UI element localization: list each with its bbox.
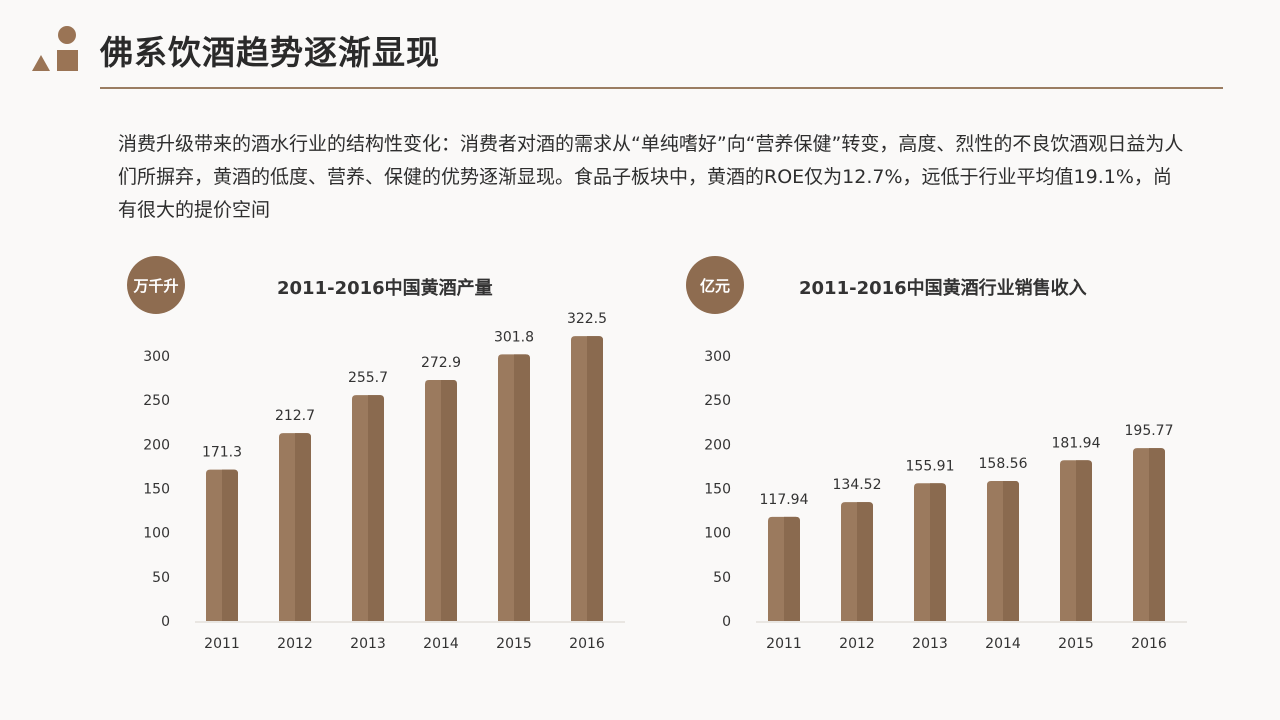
y-tick-label: 150 [143,482,170,498]
x-tick-label: 2015 [496,636,532,652]
data-label: 181.94 [1052,435,1101,451]
bar [841,502,873,621]
bar [498,354,530,621]
data-label: 117.94 [760,492,809,508]
body-paragraph: 消费升级带来的酒水行业的结构性变化：消费者对酒的需求从“单纯嗜好”向“营养保健”… [118,133,1184,221]
logo-icon [32,26,78,71]
bar [279,433,311,621]
y-tick-label: 250 [704,393,731,409]
data-label: 301.8 [494,329,534,345]
x-tick-label: 2013 [912,636,948,652]
bar [1060,460,1092,621]
data-label: 195.77 [1125,423,1174,439]
x-tick-label: 2012 [277,636,313,652]
x-tick-label: 2014 [423,636,459,652]
bar-shade [784,516,800,621]
data-label: 158.56 [979,456,1028,472]
data-label: 155.91 [906,458,955,474]
x-tick-label: 2016 [569,636,605,652]
y-tick-label: 250 [143,393,170,409]
data-label: 272.9 [421,355,461,371]
bar [352,395,384,621]
page-title: 佛系饮酒趋势逐渐显现 [100,33,440,72]
y-tick-label: 300 [143,349,170,365]
bar-shade [1003,480,1019,621]
y-tick-label: 0 [161,614,170,630]
unit-badge-revenue: 亿元 [686,256,744,314]
y-tick-label: 100 [143,526,170,542]
bar-shade [222,469,238,621]
bar [987,480,1019,621]
y-tick-label: 0 [722,614,731,630]
x-tick-label: 2016 [1131,636,1167,652]
x-tick-label: 2015 [1058,636,1094,652]
data-label: 171.3 [202,445,242,461]
unit-badge-production: 万千升 [127,256,185,314]
title-divider [100,87,1223,89]
bar [571,336,603,621]
bar [768,516,800,621]
chart-title-production: 2011-2016中国黄酒产量 [277,278,493,299]
y-tick-label: 150 [704,482,731,498]
y-tick-label: 200 [143,437,170,453]
data-label: 322.5 [567,311,607,327]
bar [425,379,457,621]
bar-shade [514,354,530,621]
chart-title-revenue: 2011-2016中国黄酒行业销售收入 [799,278,1087,299]
data-label: 134.52 [833,477,882,493]
y-tick-label: 50 [713,570,731,586]
bar-shade [1076,460,1092,621]
y-tick-label: 50 [152,570,170,586]
bar-shade [368,395,384,621]
x-tick-label: 2013 [350,636,386,652]
bar-shade [295,433,311,621]
x-tick-label: 2011 [766,636,802,652]
bar-shade [441,379,457,621]
x-tick-label: 2012 [839,636,875,652]
data-label: 212.7 [275,408,315,424]
bar [206,469,238,621]
y-tick-label: 100 [704,526,731,542]
x-tick-label: 2014 [985,636,1021,652]
bar-shade [587,336,603,621]
bar-shade [930,483,946,621]
y-tick-label: 200 [704,437,731,453]
bar-shade [857,502,873,621]
bar [914,483,946,621]
y-tick-label: 300 [704,349,731,365]
bar [1133,448,1165,621]
bar-shade [1149,448,1165,621]
x-tick-label: 2011 [204,636,240,652]
data-label: 255.7 [348,370,388,386]
